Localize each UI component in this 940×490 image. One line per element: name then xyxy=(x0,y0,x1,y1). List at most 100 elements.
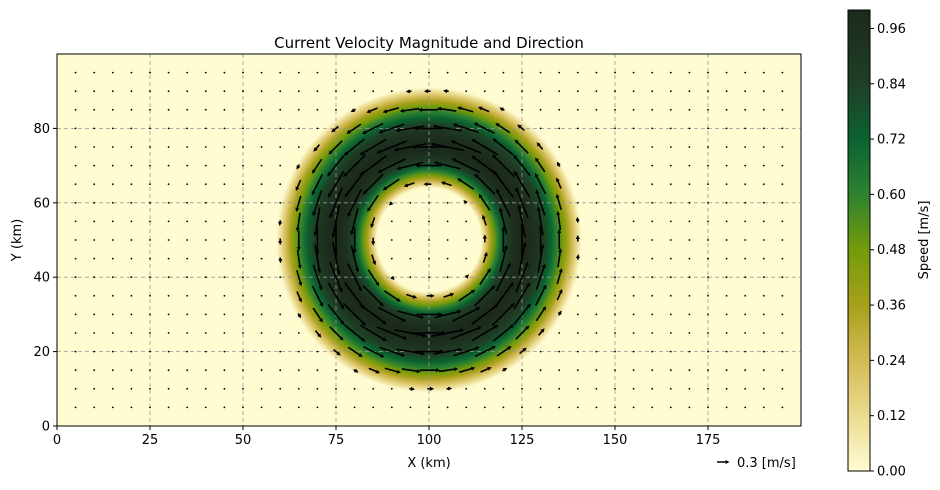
velocity-arrow xyxy=(223,164,226,167)
velocity-arrow xyxy=(744,313,747,316)
velocity-arrow xyxy=(74,257,77,260)
velocity-arrow xyxy=(707,90,709,93)
velocity-arrow xyxy=(223,239,226,241)
velocity-arrow xyxy=(279,387,282,390)
velocity-arrow xyxy=(295,212,301,232)
velocity-arrow xyxy=(260,276,263,279)
velocity-arrow xyxy=(111,369,114,372)
x-tick-label: 150 xyxy=(603,433,628,448)
velocity-arrow xyxy=(707,276,709,279)
velocity-arrow xyxy=(93,90,96,93)
velocity-arrow xyxy=(688,313,691,316)
velocity-arrow xyxy=(614,201,616,204)
velocity-arrow xyxy=(316,406,319,409)
x-tick-label: 75 xyxy=(328,433,345,448)
velocity-arrow xyxy=(353,368,359,373)
velocity-arrow xyxy=(223,276,226,279)
velocity-arrow xyxy=(74,220,77,223)
velocity-arrow xyxy=(111,332,114,334)
velocity-arrow xyxy=(279,294,282,297)
velocity-arrow xyxy=(111,127,114,130)
velocity-arrow xyxy=(93,164,96,167)
velocity-arrow xyxy=(393,142,427,152)
velocity-arrow xyxy=(260,201,263,204)
velocity-arrow xyxy=(204,276,207,279)
velocity-arrow xyxy=(316,127,319,130)
velocity-arrow xyxy=(762,369,765,372)
velocity-arrow xyxy=(632,369,635,372)
velocity-arrow xyxy=(370,217,376,229)
velocity-arrow xyxy=(539,108,542,111)
velocity-arrow xyxy=(614,369,616,372)
velocity-arrow xyxy=(367,269,380,287)
velocity-arrow xyxy=(651,350,654,353)
velocity-arrow xyxy=(279,332,282,334)
velocity-arrow xyxy=(242,220,244,223)
velocity-arrow xyxy=(539,387,542,390)
velocity-arrow xyxy=(688,90,691,93)
velocity-arrow xyxy=(492,324,515,342)
velocity-arrow xyxy=(93,183,96,186)
velocity-arrow xyxy=(279,369,282,372)
velocity-arrow xyxy=(479,268,491,286)
velocity-arrow xyxy=(359,138,387,156)
velocity-arrow xyxy=(350,108,356,113)
velocity-arrow xyxy=(396,348,426,356)
velocity-arrow xyxy=(296,249,302,270)
velocity-arrow xyxy=(362,173,384,195)
velocity-arrow xyxy=(651,201,654,204)
velocity-arrow xyxy=(406,293,418,299)
velocity-arrow xyxy=(313,207,321,237)
velocity-arrow xyxy=(595,90,598,93)
velocity-arrow xyxy=(242,127,244,130)
velocity-arrow xyxy=(111,387,114,390)
velocity-arrow xyxy=(632,127,635,130)
velocity-arrow xyxy=(111,220,114,223)
velocity-arrow xyxy=(353,90,356,93)
velocity-arrow xyxy=(279,127,282,130)
velocity-arrow xyxy=(457,178,475,190)
velocity-arrow xyxy=(499,244,508,272)
velocity-arrow xyxy=(403,182,415,188)
velocity-arrow xyxy=(651,146,654,148)
velocity-arrow xyxy=(390,387,393,390)
velocity-arrow xyxy=(595,350,598,353)
velocity-arrow xyxy=(446,71,449,74)
velocity-arrow xyxy=(242,257,244,260)
velocity-arrow xyxy=(242,239,244,241)
velocity-arrow xyxy=(651,369,654,372)
velocity-arrow xyxy=(595,164,598,167)
velocity-arrow xyxy=(651,257,654,260)
velocity-arrow xyxy=(539,350,542,353)
velocity-arrow xyxy=(781,90,784,93)
velocity-arrow xyxy=(242,183,244,186)
velocity-arrow xyxy=(93,387,96,390)
velocity-arrow xyxy=(744,183,747,186)
velocity-arrow xyxy=(167,108,170,111)
velocity-arrow xyxy=(74,239,77,241)
velocity-arrow xyxy=(399,107,420,113)
velocity-arrow xyxy=(499,107,505,112)
velocity-arrow xyxy=(149,127,151,130)
velocity-arrow xyxy=(223,220,226,223)
velocity-arrow xyxy=(669,127,672,130)
velocity-arrow xyxy=(576,146,579,148)
velocity-arrow xyxy=(707,257,709,260)
velocity-arrow xyxy=(167,71,170,74)
velocity-arrow xyxy=(558,127,561,130)
velocity-arrow xyxy=(446,239,449,241)
velocity-arrow xyxy=(401,368,421,374)
velocity-arrow xyxy=(93,369,96,372)
velocity-arrow xyxy=(725,369,728,372)
velocity-arrow xyxy=(223,313,226,316)
velocity-arrow xyxy=(576,201,579,204)
velocity-arrow xyxy=(707,350,709,353)
velocity-arrow xyxy=(576,71,579,74)
velocity-arrow xyxy=(502,367,508,372)
velocity-arrow xyxy=(395,125,425,133)
velocity-arrow xyxy=(204,164,207,167)
velocity-arrow xyxy=(632,294,635,297)
velocity-arrow xyxy=(491,154,516,178)
velocity-arrow xyxy=(149,294,151,297)
velocity-arrow xyxy=(539,406,542,409)
